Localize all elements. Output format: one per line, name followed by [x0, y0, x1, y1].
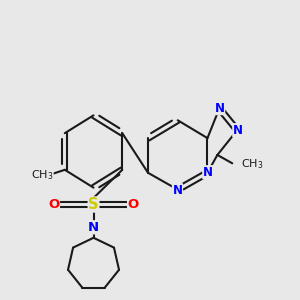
- Text: CH$_3$: CH$_3$: [31, 168, 53, 182]
- Text: S: S: [88, 197, 99, 212]
- Text: N: N: [88, 221, 99, 234]
- Text: O: O: [48, 198, 59, 211]
- Text: N: N: [203, 166, 213, 179]
- Text: N: N: [233, 124, 243, 137]
- Text: N: N: [214, 102, 225, 115]
- Text: N: N: [172, 184, 182, 197]
- Text: O: O: [128, 198, 139, 211]
- Text: CH$_3$: CH$_3$: [241, 157, 263, 171]
